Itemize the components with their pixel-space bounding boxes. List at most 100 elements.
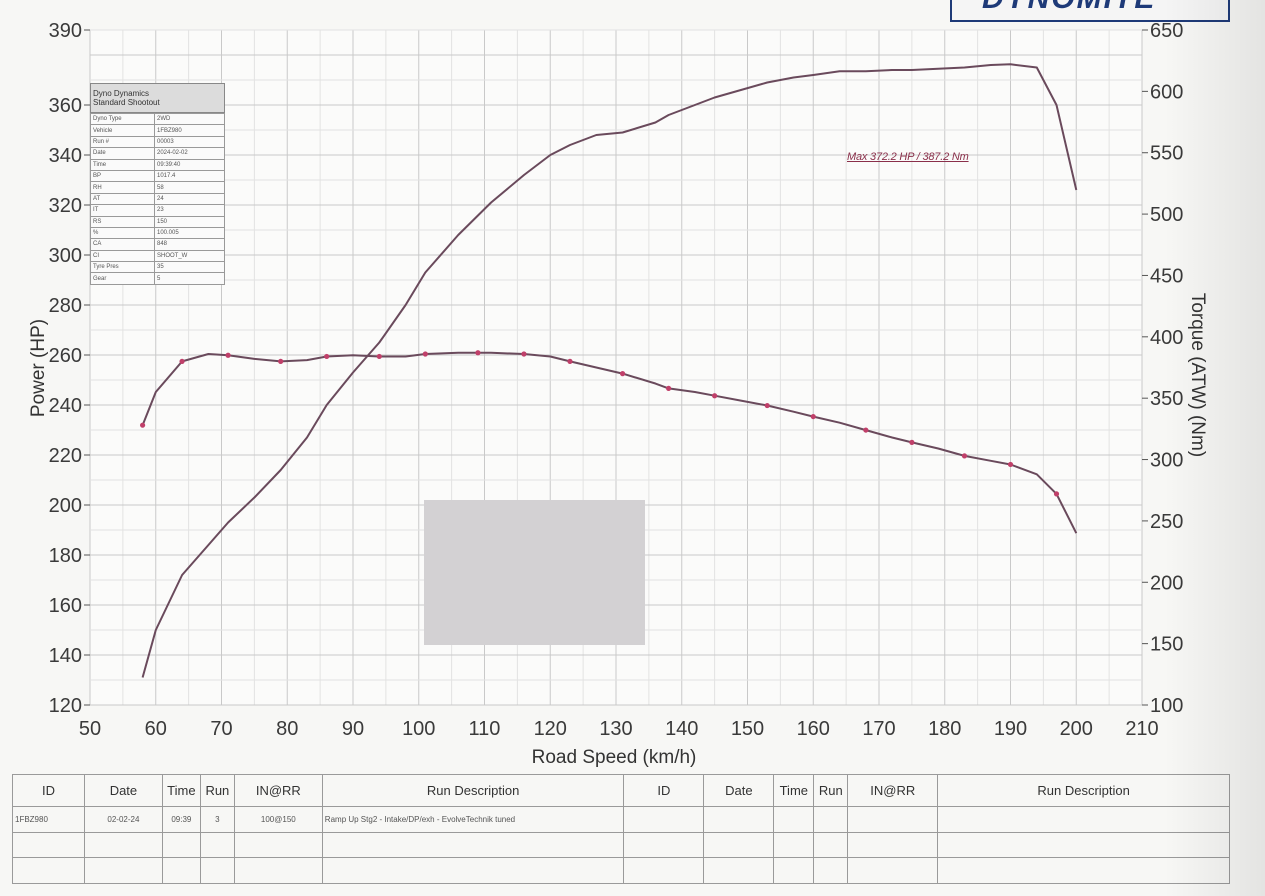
- info-label: AT: [90, 192, 155, 206]
- run-table-row: 1FBZ980 02-02-24 09:39 3 100@150 Ramp Up Stg2…: [12, 806, 1230, 833]
- run-table-header-cell: Time: [773, 773, 815, 808]
- run-table-cell: [813, 806, 849, 833]
- info-label: Dyno Type: [90, 112, 155, 126]
- y2-tick-label: 150: [1150, 634, 1183, 656]
- y-tick-label: 200: [49, 495, 82, 517]
- run-table-header-cell: ID: [623, 773, 705, 808]
- run-table-cell: [161, 831, 201, 859]
- run-table-cell: [83, 857, 163, 884]
- info-value: 24: [154, 192, 225, 206]
- x-tick-label: 190: [994, 718, 1027, 740]
- run-table-cell: [12, 857, 85, 884]
- run-table-row: [12, 857, 1230, 884]
- info-label: Gear: [90, 272, 155, 285]
- info-value: 100.005: [154, 226, 225, 240]
- run-table-cell: [937, 857, 1230, 884]
- y2-tick-label: 300: [1150, 450, 1183, 472]
- torque-marker: [764, 402, 770, 409]
- run-table-cell: 1FBZ980: [12, 806, 85, 833]
- run-table-header-cell: IN@RR: [233, 773, 323, 808]
- run-table-cell: [623, 831, 705, 859]
- run-table-cell: [813, 857, 849, 884]
- run-table-header-cell: Run: [813, 773, 849, 808]
- run-table-cell: [199, 857, 235, 884]
- y2-tick-label: 200: [1150, 572, 1183, 594]
- info-value: 00003: [154, 135, 225, 149]
- run-table-cell: 100@150: [233, 806, 323, 833]
- run-table-cell: [199, 831, 235, 859]
- run-table-cell: [773, 831, 815, 859]
- torque-marker: [961, 453, 968, 459]
- run-table-cell: [847, 857, 939, 884]
- info-row: Dyno Type 2WD: [90, 112, 225, 126]
- run-table-cell: [233, 831, 323, 859]
- run-table-header-cell: ID: [12, 773, 85, 808]
- torque-marker: [1053, 491, 1060, 497]
- run-table-cell: [321, 831, 625, 859]
- y2-axis-title: Torque (ATW) (Nm): [1187, 293, 1208, 457]
- y-tick-label: 300: [49, 245, 82, 267]
- info-label: RH: [90, 181, 155, 194]
- info-row: Date 2024-02-02: [90, 147, 225, 160]
- run-table-cell: [623, 857, 705, 884]
- y2-tick-label: 650: [1150, 20, 1183, 42]
- info-row: Vehicle 1FBZ980: [90, 124, 225, 137]
- info-box-header: Dyno Dynamics Standard Shootout: [90, 83, 225, 113]
- y-tick-label: 140: [49, 645, 82, 667]
- y-tick-label: 320: [49, 195, 82, 217]
- run-table-cell: [813, 831, 849, 859]
- y2-tick-label: 100: [1150, 695, 1183, 717]
- x-tick-label: 110: [469, 718, 501, 740]
- info-label: IT: [90, 204, 155, 217]
- torque-marker: [712, 393, 718, 399]
- info-value: 150: [154, 215, 225, 228]
- run-table-cell: [233, 857, 323, 884]
- brand-logo: DYNOMITE: [950, 0, 1230, 22]
- run-table-cell: [703, 806, 775, 833]
- y-tick-label: 160: [49, 595, 82, 617]
- x-axis-ticks: 50 60 70 80 90 100 110 120 130 140 150 160 170 180 190…: [79, 718, 1159, 740]
- x-tick-label: 150: [731, 718, 764, 740]
- torque-marker: [863, 427, 869, 433]
- torque-marker: [179, 358, 185, 364]
- x-tick-label: 170: [862, 718, 895, 740]
- run-table-header-cell: IN@RR: [847, 773, 939, 808]
- torque-marker: [278, 358, 284, 364]
- x-tick-label: 120: [534, 718, 567, 740]
- info-value: 1017.4: [154, 169, 225, 183]
- info-row: Tyre Pres 35: [90, 261, 225, 274]
- info-row: BP 1017.4: [90, 169, 225, 183]
- x-tick-label: 70: [210, 718, 232, 740]
- run-table-cell: [321, 857, 625, 884]
- torque-marker: [324, 353, 330, 360]
- y2-tick-label: 550: [1150, 143, 1183, 165]
- run-table-header-cell: Run Description: [937, 773, 1230, 808]
- x-tick-label: 210: [1125, 718, 1158, 740]
- run-table-cell: [703, 831, 775, 859]
- torque-marker: [810, 413, 816, 420]
- run-table-cell: Ramp Up Stg2 - Intake/DP/exh - EvolveTec…: [321, 806, 625, 833]
- run-table-header-cell: Time: [161, 773, 201, 808]
- x-tick-label: 200: [1060, 718, 1093, 740]
- info-label: CI: [90, 249, 155, 263]
- run-table-cell: [847, 806, 939, 833]
- torque-marker: [1007, 461, 1014, 468]
- y-tick-label: 360: [49, 95, 82, 117]
- run-table-cell: 09:39: [161, 806, 201, 833]
- info-label: %: [90, 226, 155, 240]
- run-table-cell: [937, 831, 1230, 859]
- info-row: Run #00003: [90, 135, 225, 149]
- y2-tick-label: 500: [1150, 204, 1183, 226]
- x-tick-label: 100: [402, 718, 435, 740]
- torque-marker: [376, 353, 382, 360]
- info-value: 09:39:40: [154, 158, 225, 171]
- run-table-cell: [773, 857, 815, 884]
- y-tick-label: 120: [49, 695, 82, 717]
- redaction-box: [424, 500, 645, 645]
- series-group: [140, 63, 1078, 678]
- info-value: 58: [154, 181, 225, 194]
- info-value: 35: [154, 261, 225, 274]
- run-table-cell: [12, 831, 85, 859]
- run-table-header-cell: Run: [199, 773, 235, 808]
